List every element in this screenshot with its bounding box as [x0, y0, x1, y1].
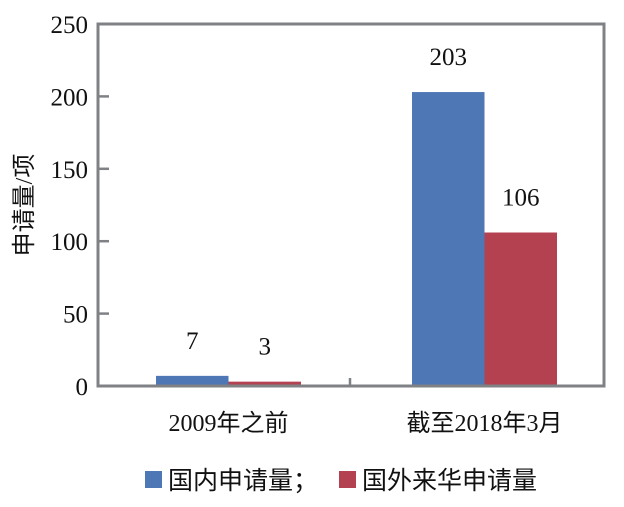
y-tick-label: 150	[51, 157, 89, 184]
bar	[412, 92, 485, 385]
bar	[484, 232, 557, 385]
y-tick-label: 100	[51, 229, 89, 256]
x-tick-label: 2009年之前	[169, 410, 289, 437]
data-label: 3	[259, 334, 272, 361]
bar	[228, 381, 301, 385]
data-label: 203	[430, 44, 468, 71]
legend-label: 国内申请量；	[168, 467, 318, 495]
legend-swatch	[339, 471, 356, 488]
y-tick-label: 0	[76, 374, 89, 401]
bar	[156, 375, 229, 385]
y-tick-label: 200	[51, 84, 89, 111]
legend-item: 国内申请量；	[145, 467, 318, 495]
y-tick-label: 50	[63, 302, 88, 329]
legend-label: 国外来华申请量	[362, 467, 537, 495]
legend-swatch	[145, 471, 162, 488]
data-label: 106	[502, 185, 540, 212]
y-tick-label: 250	[51, 12, 89, 39]
legend-item: 国外来华申请量	[339, 467, 537, 495]
x-tick-label: 截至2018年3月	[407, 410, 563, 437]
y-axis-label: 申请量/项	[11, 154, 38, 257]
data-label: 7	[186, 328, 199, 355]
